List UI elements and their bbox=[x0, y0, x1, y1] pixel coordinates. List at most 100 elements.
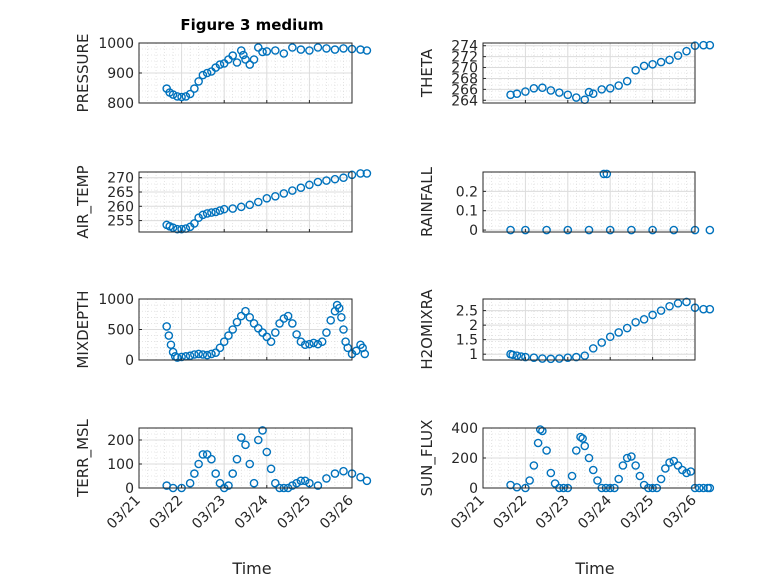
data-point-2 bbox=[288, 186, 297, 195]
y-tick-label-1: 266 bbox=[451, 82, 478, 98]
data-point-4 bbox=[215, 343, 225, 353]
data-point-5 bbox=[639, 315, 649, 324]
data-point-7 bbox=[686, 467, 696, 476]
data-point-6 bbox=[330, 469, 340, 478]
data-point-5 bbox=[588, 344, 598, 353]
data-point-4 bbox=[262, 332, 272, 342]
data-point-2 bbox=[219, 204, 229, 214]
data-point-0 bbox=[194, 77, 203, 86]
data-point-1 bbox=[631, 65, 640, 75]
data-point-6 bbox=[202, 450, 212, 459]
data-point-6 bbox=[262, 447, 272, 457]
data-point-0 bbox=[305, 46, 314, 55]
data-point-4 bbox=[241, 306, 250, 316]
data-point-6 bbox=[271, 478, 280, 488]
data-point-4 bbox=[275, 319, 284, 328]
y-tick-label-4: 0 bbox=[125, 353, 134, 369]
x-tick-label-7: 03/21 bbox=[448, 493, 488, 533]
data-point-6 bbox=[362, 476, 372, 486]
data-point-1 bbox=[546, 86, 556, 95]
data-point-5 bbox=[673, 299, 683, 308]
data-point-4 bbox=[317, 337, 327, 347]
data-point-1 bbox=[512, 89, 522, 99]
data-point-0 bbox=[241, 55, 250, 64]
data-point-2 bbox=[262, 193, 272, 203]
data-point-3 bbox=[648, 225, 657, 235]
data-point-4 bbox=[198, 350, 208, 359]
data-point-6 bbox=[224, 481, 233, 490]
figure-title: Figure 3 medium bbox=[180, 16, 323, 34]
data-point-1 bbox=[648, 59, 657, 69]
data-point-2 bbox=[236, 202, 246, 212]
axes-frame-4 bbox=[138, 298, 353, 361]
data-point-7 bbox=[567, 471, 577, 481]
data-point-4 bbox=[339, 325, 348, 334]
data-point-3 bbox=[584, 225, 594, 235]
data-point-2 bbox=[305, 180, 314, 190]
data-point-2 bbox=[330, 174, 340, 184]
y-tick-label-6: 200 bbox=[107, 433, 134, 449]
data-point-5 bbox=[656, 306, 666, 315]
data-point-7 bbox=[699, 483, 708, 493]
data-point-3 bbox=[669, 225, 679, 235]
data-point-2 bbox=[362, 169, 372, 178]
data-point-2 bbox=[190, 219, 199, 228]
data-point-7 bbox=[512, 482, 522, 492]
data-point-7 bbox=[694, 483, 704, 493]
data-point-1 bbox=[622, 76, 632, 86]
data-point-1 bbox=[588, 89, 598, 99]
data-point-4 bbox=[164, 331, 174, 340]
x-tick-label-6: 03/21 bbox=[104, 493, 144, 533]
data-point-2 bbox=[202, 209, 212, 218]
data-point-0 bbox=[245, 60, 255, 69]
data-point-1 bbox=[555, 88, 564, 97]
data-point-7 bbox=[538, 426, 547, 436]
x-tick-label-7: 03/23 bbox=[533, 493, 573, 533]
data-point-0 bbox=[239, 50, 248, 60]
subplot-7: 0 200 400 SUN_FLUX 03/21 03/22 03/23 03/24 03/25… bbox=[418, 420, 715, 533]
y-tick-label-5: 1.5 bbox=[456, 333, 478, 349]
axes-frame-1 bbox=[482, 42, 696, 104]
data-point-6 bbox=[198, 450, 208, 459]
data-point-6 bbox=[258, 426, 267, 435]
data-point-7 bbox=[656, 474, 666, 484]
x-tick-label-7: 03/26 bbox=[660, 492, 700, 532]
data-point-4 bbox=[224, 331, 233, 340]
data-point-0 bbox=[322, 44, 331, 53]
data-point-4 bbox=[258, 328, 267, 337]
data-point-0 bbox=[232, 58, 242, 67]
y-tick-label-1: 274 bbox=[451, 39, 478, 55]
data-point-5 bbox=[705, 304, 715, 314]
data-point-1 bbox=[705, 40, 715, 50]
data-point-1 bbox=[682, 46, 691, 56]
x-tick-label-6: 03/24 bbox=[232, 492, 272, 532]
data-point-4 bbox=[292, 330, 301, 339]
data-point-1 bbox=[571, 93, 581, 102]
x-tick-label-6: 03/23 bbox=[189, 493, 229, 533]
data-point-7 bbox=[533, 438, 543, 448]
y-tick-label-5: 2 bbox=[469, 318, 478, 334]
y-axis-label-3: RAINFALL bbox=[418, 166, 436, 237]
data-point-3 bbox=[705, 225, 715, 235]
data-point-7 bbox=[673, 461, 683, 470]
data-point-4 bbox=[309, 338, 318, 348]
data-point-0 bbox=[279, 49, 289, 58]
y-tick-label-3: 0.2 bbox=[456, 184, 478, 200]
data-point-4 bbox=[266, 337, 276, 347]
data-point-6 bbox=[292, 478, 301, 488]
data-point-6 bbox=[194, 459, 203, 469]
data-point-5 bbox=[605, 332, 615, 342]
data-point-6 bbox=[356, 472, 365, 482]
y-axis-label-1: THETA bbox=[418, 48, 436, 98]
data-point-6 bbox=[185, 478, 195, 488]
data-point-5 bbox=[631, 317, 640, 327]
data-point-4 bbox=[236, 311, 246, 321]
data-point-6 bbox=[211, 469, 220, 478]
data-point-4 bbox=[253, 323, 263, 333]
data-point-4 bbox=[185, 351, 195, 361]
data-point-6 bbox=[241, 440, 250, 450]
data-point-4 bbox=[207, 349, 216, 359]
data-point-1 bbox=[521, 87, 530, 96]
data-point-1 bbox=[665, 55, 674, 65]
